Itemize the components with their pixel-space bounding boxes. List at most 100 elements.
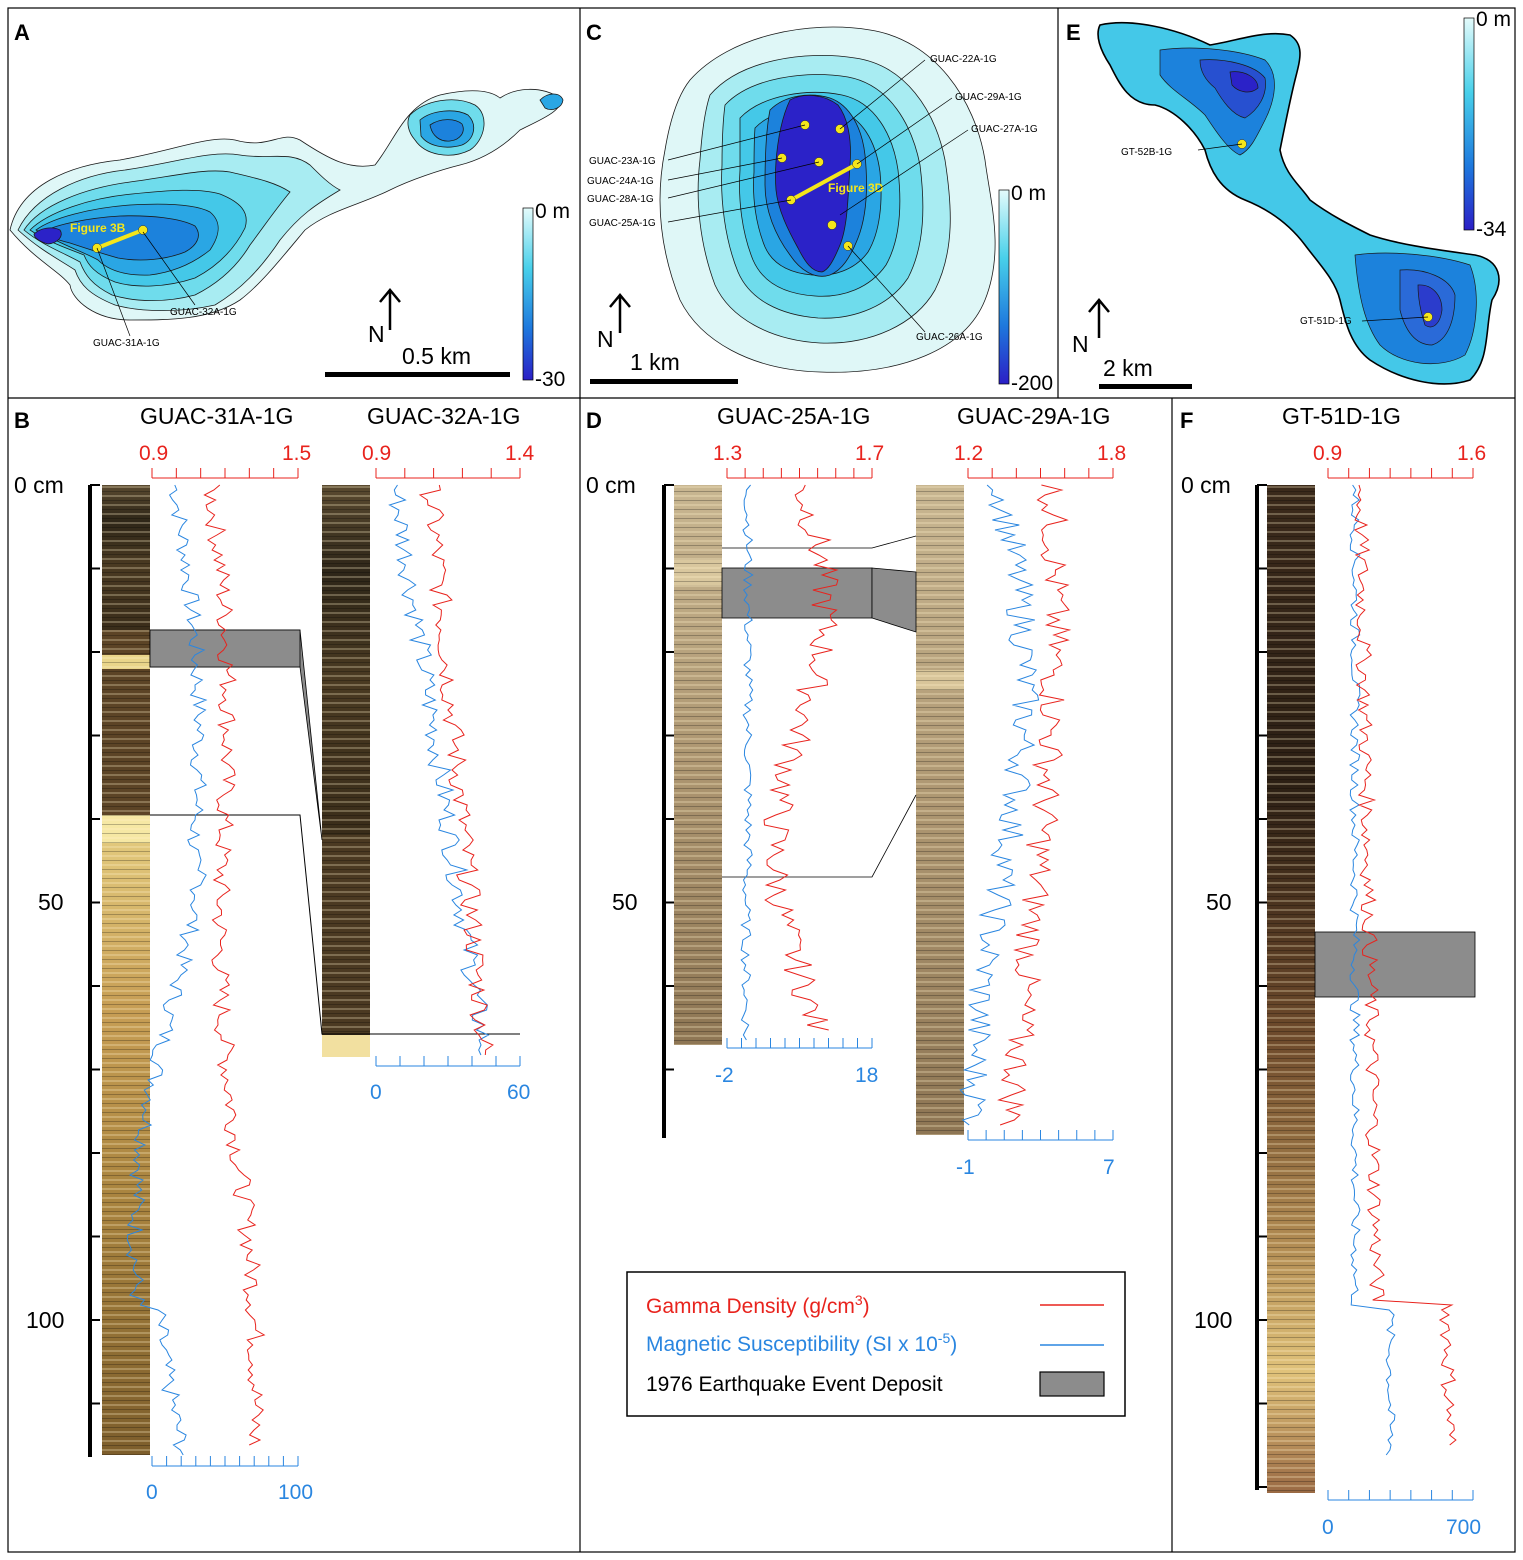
svg-text:18: 18 [855, 1064, 878, 1087]
svg-text:100: 100 [278, 1481, 313, 1504]
depth-colorbar: 0 m -200 [998, 182, 1053, 395]
scale-label: 0.5 km [402, 343, 471, 369]
core-label: GUAC-22A-1G [930, 54, 997, 65]
core-callouts-e [1197, 143, 1429, 322]
north-arrow: N [597, 293, 631, 352]
depth-label-top: 0 cm [1181, 472, 1231, 498]
depth-label-top: 0 cm [14, 472, 64, 498]
density-axis: 0.9 1.5 [139, 442, 311, 479]
core-title: GUAC-29A-1G [957, 403, 1110, 429]
core-label: GUAC-25A-1G [589, 218, 656, 229]
ms-axis: 0 60 [370, 1056, 530, 1104]
panel-f-cores: F 0 cm 50 100 GT-51D-1G 0.9 1.6 0 700 [1180, 403, 1486, 1539]
density-axis: 1.2 1.8 [954, 442, 1126, 479]
correlation-line [150, 814, 520, 1035]
core-label: GT-52B-1G [1121, 147, 1172, 158]
colorbar-bottom: -34 [1476, 218, 1507, 241]
core-label: GUAC-28A-1G [587, 194, 654, 205]
lake-c-bathymetry [659, 26, 996, 373]
core-label: GUAC-32A-1G [170, 307, 237, 318]
depth-label-low: 100 [26, 1307, 64, 1333]
core-title: GUAC-31A-1G [140, 403, 293, 429]
svg-text:N: N [368, 321, 385, 347]
core-image [102, 485, 150, 1455]
lake-a-bathymetry [9, 88, 564, 321]
svg-text:0.9: 0.9 [139, 442, 168, 465]
panel-e-letter: E [1066, 20, 1081, 45]
core-label: GUAC-23A-1G [589, 156, 656, 167]
ms-curve [388, 484, 490, 1056]
svg-text:0.9: 0.9 [362, 442, 391, 465]
correlation-line [722, 794, 917, 878]
depth-colorbar: 0 m -34 [1463, 8, 1511, 241]
core-label: GT-51D-1G [1300, 316, 1352, 327]
density-axis: 0.9 1.4 [362, 442, 535, 479]
depth-axis-b: 0 cm 50 100 [14, 472, 100, 1457]
depth-label-mid: 50 [612, 889, 638, 915]
ms-curve [125, 484, 208, 1456]
core-callouts-c [667, 59, 969, 333]
panel-a-map: A Figure 3B GUAC-31A-1G GUAC-32A-1G [9, 20, 570, 391]
panel-f-letter: F [1180, 408, 1193, 433]
svg-text:1.6: 1.6 [1457, 442, 1486, 465]
depth-label-top: 0 cm [586, 472, 636, 498]
transect-3b: Figure 3B [70, 221, 148, 253]
ms-curve [740, 484, 754, 1041]
north-arrow: N [368, 288, 401, 347]
depth-axis-d: 0 cm 50 [586, 472, 674, 1138]
svg-text:1.4: 1.4 [505, 442, 535, 465]
event-deposit [721, 567, 873, 619]
density-curve [997, 484, 1072, 1126]
svg-text:1.2: 1.2 [954, 442, 983, 465]
ms-axis: -2 18 [715, 1038, 878, 1087]
colorbar-bottom: -30 [535, 368, 565, 391]
svg-text:60: 60 [507, 1081, 530, 1104]
transect-label: Figure 3D [828, 181, 884, 195]
transect-3d: Figure 3D [790, 162, 884, 202]
svg-text:0.9: 0.9 [1313, 442, 1342, 465]
density-axis: 1.3 1.7 [713, 442, 884, 479]
core-label: GUAC-24A-1G [587, 176, 654, 187]
scale-label: 2 km [1103, 355, 1153, 381]
svg-text:0: 0 [1322, 1516, 1334, 1539]
ms-axis: 0 700 [1322, 1490, 1481, 1539]
legend-mag: Magnetic Susceptibility (SI x 10-5) [646, 1330, 957, 1356]
panel-d-letter: D [586, 408, 602, 433]
ms-axis: -1 7 [956, 1130, 1115, 1179]
core-image [322, 485, 370, 1057]
panel-c-map: C Figure 3D [586, 20, 1053, 395]
panel-b-letter: B [14, 408, 30, 433]
svg-text:1.3: 1.3 [713, 442, 742, 465]
density-curve [763, 484, 839, 1031]
svg-text:700: 700 [1446, 1516, 1481, 1539]
scale-bar: 2 km [1099, 355, 1192, 389]
panel-d-cores: D 0 cm 50 GUAC-25A-1G GUAC-29A-1G 1.3 1.… [586, 403, 1126, 1417]
svg-text:1.7: 1.7 [855, 442, 884, 465]
panel-e-map: E GT-52B-1G GT-51D-1G N 2 km [1066, 8, 1511, 389]
ms-axis: 0 100 [146, 1456, 313, 1504]
depth-colorbar: 0 m -30 [522, 200, 570, 391]
depth-label-mid: 50 [1206, 889, 1232, 915]
legend: Gamma Density (g/cm3) Magnetic Susceptib… [626, 1271, 1126, 1417]
event-deposit [871, 567, 917, 633]
colorbar-bottom: -200 [1011, 372, 1053, 395]
depth-axis-f: 0 cm 50 100 [1181, 472, 1267, 1490]
north-arrow: N [1072, 298, 1110, 357]
depth-label-mid: 50 [38, 889, 64, 915]
colorbar-top: 0 m [1011, 182, 1046, 205]
panel-c-letter: C [586, 20, 602, 45]
density-curve [1353, 484, 1457, 1446]
svg-text:0: 0 [370, 1081, 382, 1104]
depth-label-low: 100 [1194, 1307, 1232, 1333]
core-title: GT-51D-1G [1282, 403, 1401, 429]
svg-text:1.5: 1.5 [282, 442, 311, 465]
density-axis: 0.9 1.6 [1313, 442, 1486, 479]
svg-text:-1: -1 [956, 1156, 975, 1179]
core-callouts-a [96, 231, 196, 337]
svg-text:1.8: 1.8 [1097, 442, 1126, 465]
colorbar-top: 0 m [1476, 8, 1511, 31]
svg-text:-2: -2 [715, 1064, 734, 1087]
panel-a-letter: A [14, 20, 30, 45]
legend-gamma: Gamma Density (g/cm3) [646, 1292, 870, 1318]
